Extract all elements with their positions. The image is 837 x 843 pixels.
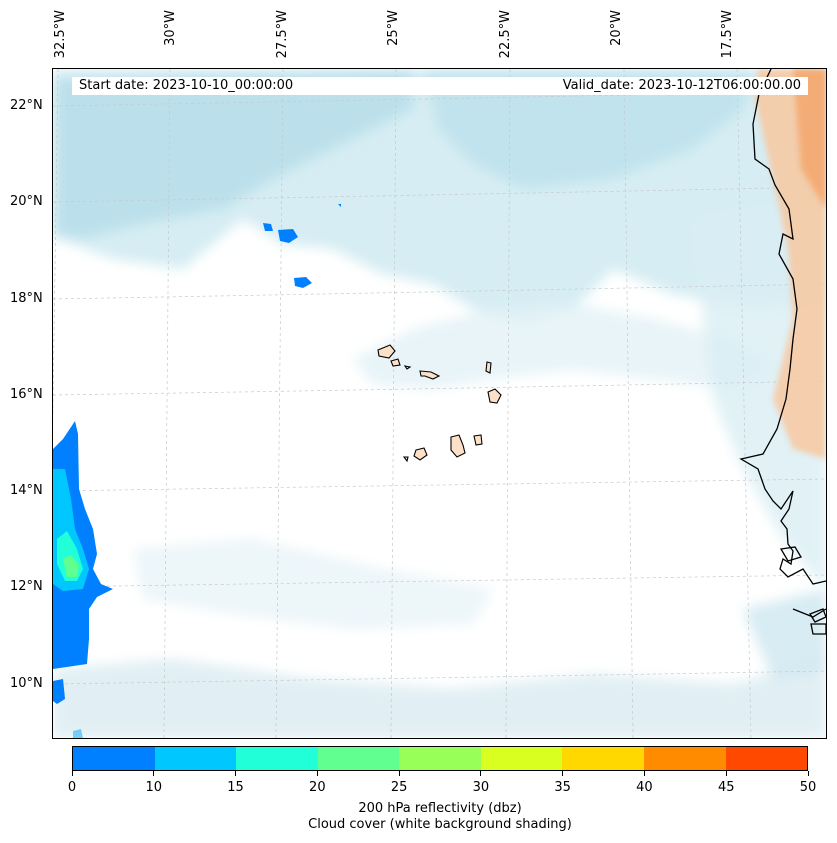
colorbar-tick-mark (71, 771, 73, 776)
cloud-patch-southwest (133, 539, 493, 629)
lon-label-22.5w: 22.5°W (498, 10, 513, 59)
lon-label-17.5w: 17.5°W (720, 10, 735, 59)
colorbar-tick-mark (153, 771, 155, 776)
start-date-title: Start date: 2023-10-10_00:00:00 (79, 78, 294, 93)
colorbar-tick-mark (235, 771, 237, 776)
coastline-africa (739, 69, 826, 635)
lat-label-10n: 10°N (10, 676, 43, 691)
colorbar-tick-mark (398, 771, 400, 776)
colorbar-tick-mark (643, 771, 645, 776)
colorbar-sublabel: Cloud cover (white background shading) (308, 817, 572, 832)
lat-label-16n: 16°N (10, 387, 43, 402)
colorbar-tick-mark (725, 771, 727, 776)
lon-label-25w: 25°W (386, 10, 401, 46)
title-bar: Start date: 2023-10-10_00:00:00 Valid_da… (72, 77, 808, 95)
colorbar-tick-label: 10 (145, 780, 163, 795)
colorbar-tick-label: 20 (309, 780, 326, 795)
lat-label-12n: 12°N (10, 579, 43, 594)
lat-label-18n: 18°N (10, 291, 43, 306)
colorbar-segment-3 (317, 747, 400, 770)
colorbar-segment-7 (643, 747, 726, 770)
refl-blob-west-small (53, 679, 65, 704)
island-fogo (413, 447, 428, 461)
colorbar-tick-label: 25 (390, 780, 408, 795)
colorbar-tick-label: 45 (717, 780, 735, 795)
island-santiago (450, 434, 466, 458)
lat-label-14n: 14°N (10, 483, 43, 498)
map-panel[interactable]: Start date: 2023-10-10_00:00:00 Valid_da… (52, 68, 827, 739)
colorbar-segment-6 (562, 747, 644, 770)
cloud-patch-southeast (743, 589, 826, 679)
colorbar-segment-5 (480, 747, 563, 770)
island-sao-vicente (390, 358, 401, 367)
lat-label-22n: 22°N (10, 98, 43, 113)
lon-label-20w: 20°W (609, 10, 624, 46)
colorbar-tick-label: 40 (636, 780, 653, 795)
refl-fleck-south (73, 729, 83, 738)
cloud-cover-layer (53, 69, 826, 738)
colorbar-tick-mark (807, 771, 809, 776)
land-shading-africa-core (793, 69, 826, 209)
lon-label-32.5w: 32.5°W (53, 10, 68, 59)
colorbar-tick-label: 50 (799, 780, 817, 795)
colorbar-tick-label: 30 (472, 780, 490, 795)
cloud-mass-northeast (423, 69, 753, 189)
colorbar-label: 200 hPa reflectivity (dbz) (358, 801, 522, 816)
refl-blob-north-2 (278, 229, 298, 243)
island-brava (402, 456, 409, 463)
lat-label-20n: 20°N (10, 194, 43, 209)
colorbar-segment-8 (725, 747, 808, 770)
island-maio (473, 434, 483, 446)
refl-fleck-north (338, 204, 341, 207)
map-canvas (53, 69, 826, 738)
refl-blob-west-peak (63, 555, 79, 577)
lon-label-30w: 30°W (163, 10, 178, 46)
colorbar-tick-mark (316, 771, 318, 776)
island-sal (485, 361, 492, 374)
colorbar-segment-2 (236, 747, 318, 770)
reflectivity-layer (53, 204, 341, 738)
island-sao-nicolau (419, 370, 441, 380)
cloud-streak-central (353, 304, 773, 389)
valid-date-title: Valid_date: 2023-10-12T06:00:00.00 (562, 78, 801, 93)
reflectivity-colorbar (72, 746, 808, 771)
cape-verde-islands (377, 344, 502, 463)
refl-blob-north-1 (263, 223, 273, 231)
refl-blob-north-3 (294, 277, 312, 288)
cloud-band-north-dense (53, 69, 413, 239)
island-santo-antao (377, 344, 396, 359)
graticule (53, 69, 826, 738)
colorbar-segment-0 (73, 747, 155, 770)
colorbar-tick-mark (480, 771, 482, 776)
island-boa-vista (487, 388, 502, 404)
colorbar-segment-4 (399, 747, 481, 770)
lon-label-27.5w: 27.5°W (275, 10, 290, 59)
refl-blob-west-main (53, 421, 113, 669)
colorbar-tick-label: 15 (227, 780, 244, 795)
colorbar-tick-label: 0 (67, 780, 77, 795)
island-santa-luzia (403, 365, 412, 370)
colorbar-segment-1 (154, 747, 237, 770)
colorbar-tick-label: 35 (554, 780, 571, 795)
colorbar-tick-mark (562, 771, 564, 776)
cloud-band-south (53, 659, 826, 738)
